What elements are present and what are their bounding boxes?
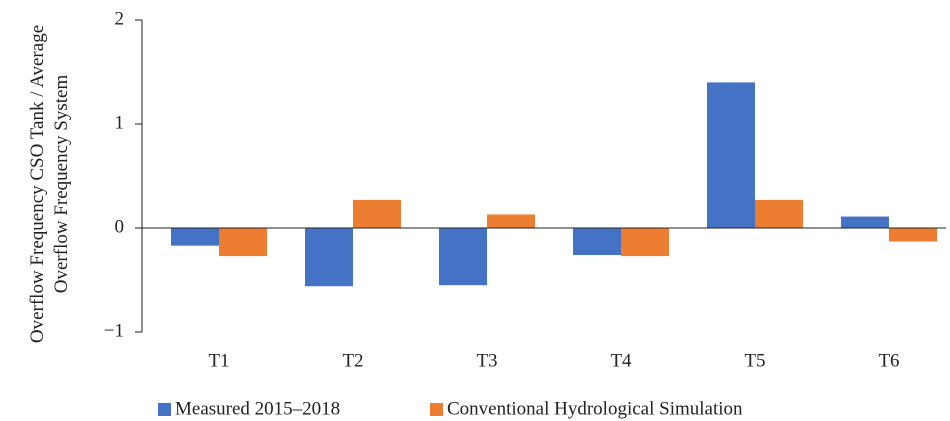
y-tick-label: 0 [115,216,125,237]
bar [439,228,487,286]
legend-label: Measured 2015–2018 [175,398,340,419]
legend-label: Conventional Hydrological Simulation [447,398,743,419]
bar [171,228,219,246]
bar [755,199,803,228]
bar [219,228,267,257]
bar [305,228,353,287]
x-tick-label: T6 [878,350,899,371]
bar [707,82,755,229]
y-tick-label: 1 [115,112,125,133]
y-tick-label: −1 [104,320,124,341]
y-axis-label: Overflow Frequency CSO Tank / Average Ov… [27,24,72,344]
y-tick-label: 2 [115,8,125,29]
bar [573,228,621,256]
bar [621,228,669,257]
bar [487,214,535,228]
bar [841,216,889,228]
x-tick-label: T5 [744,350,765,371]
bar [889,228,937,242]
x-tick-label: T4 [610,350,632,371]
x-tick-label: T1 [208,350,229,371]
bar [353,199,401,228]
x-tick-label: T3 [476,350,497,371]
legend-swatch [158,403,171,416]
legend-swatch [430,403,443,416]
x-tick-label: T2 [342,350,363,371]
